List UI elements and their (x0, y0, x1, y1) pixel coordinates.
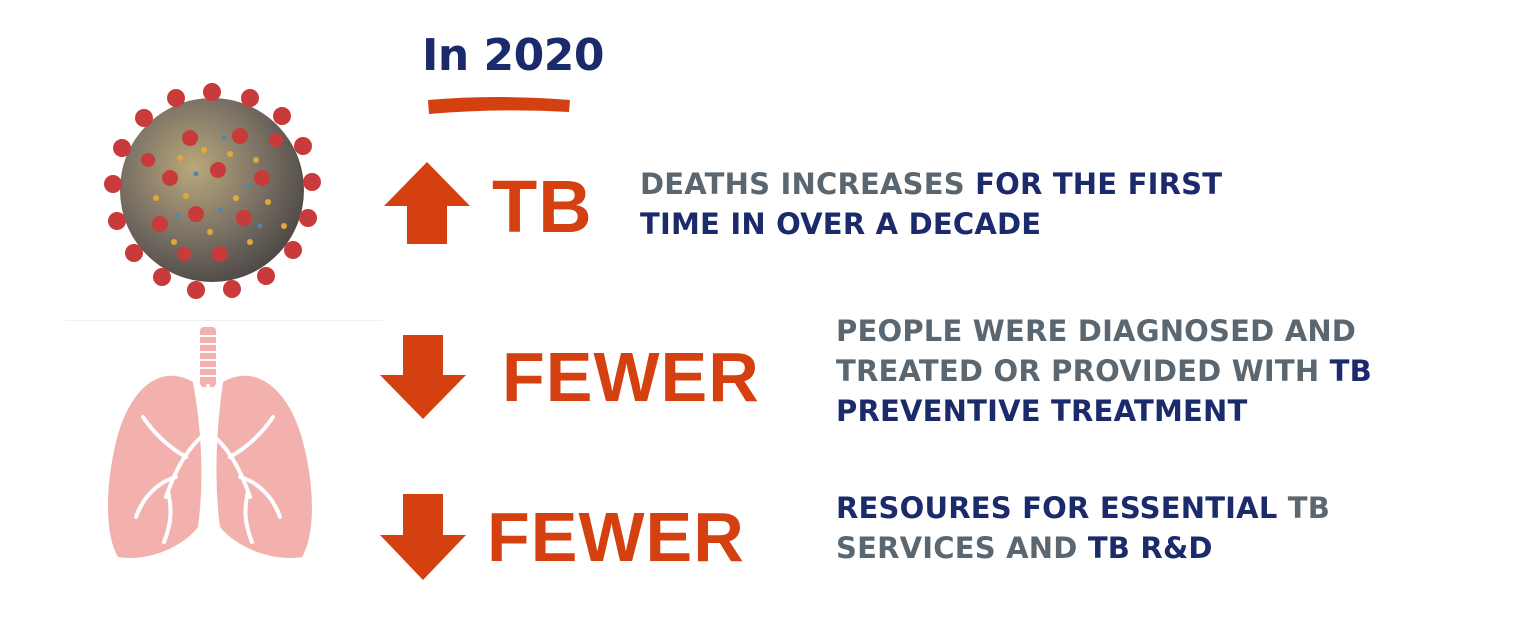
statement-3-line1-navy: RESOURES FOR ESSENTIAL (836, 491, 1288, 525)
title-underline (428, 97, 570, 114)
keyword-fewer-1: FEWER (502, 338, 760, 416)
statement-1-line2-navy: TIME IN OVER A DECADE (640, 207, 1042, 241)
divider (65, 320, 383, 321)
down-arrow-icon (380, 335, 466, 419)
statement-3: RESOURES FOR ESSENTIAL TB SERVICES AND T… (836, 488, 1330, 568)
coronavirus-icon (104, 83, 321, 299)
page-title: In 2020 (422, 30, 604, 81)
keyword-fewer-2: FEWER (487, 498, 745, 576)
statement-2-line1-grey: PEOPLE WERE DIAGNOSED AND (836, 314, 1357, 348)
up-arrow-icon (384, 162, 470, 244)
keyword-tb: TB (492, 165, 593, 248)
statement-2-line2-grey: TREATED OR PROVIDED WITH (836, 354, 1330, 388)
statement-1-line1-navy: FOR THE FIRST (975, 167, 1223, 201)
statement-1: DEATHS INCREASES FOR THE FIRST TIME IN O… (640, 164, 1222, 244)
statement-2: PEOPLE WERE DIAGNOSED AND TREATED OR PRO… (836, 311, 1372, 431)
down-arrow-icon (380, 494, 466, 580)
statement-3-line1-grey: TB (1287, 491, 1331, 525)
statement-2-line3-navy: PREVENTIVE TREATMENT (836, 394, 1248, 428)
lungs-icon (107, 327, 312, 558)
statement-3-line2-grey: SERVICES AND (836, 531, 1088, 565)
statement-3-line2-navy: TB R&D (1087, 531, 1213, 565)
statement-2-line2-navy: TB (1329, 354, 1372, 388)
statement-1-line1-grey: DEATHS INCREASES (640, 167, 976, 201)
